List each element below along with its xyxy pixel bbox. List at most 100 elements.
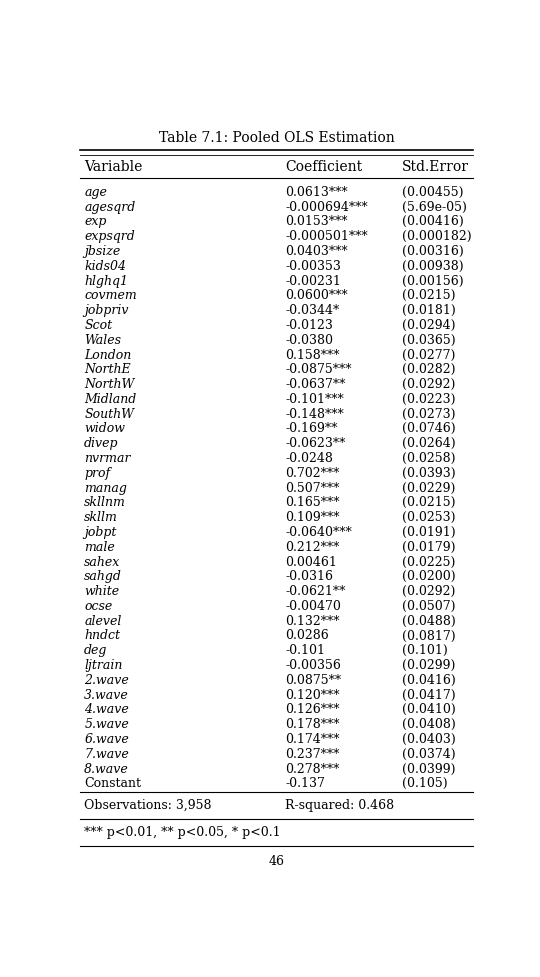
Text: -0.0316: -0.0316 — [285, 571, 333, 583]
Text: (5.69e-05): (5.69e-05) — [402, 200, 467, 214]
Text: (0.00156): (0.00156) — [402, 275, 464, 287]
Text: (0.0200): (0.0200) — [402, 571, 456, 583]
Text: (0.0507): (0.0507) — [402, 600, 456, 613]
Text: 2.wave: 2.wave — [84, 674, 129, 687]
Text: -0.101: -0.101 — [285, 644, 325, 658]
Text: agesqrd: agesqrd — [84, 200, 136, 214]
Text: London: London — [84, 349, 132, 361]
Text: (0.0253): (0.0253) — [402, 511, 456, 525]
Text: skllm: skllm — [84, 511, 118, 525]
Text: -0.0248: -0.0248 — [285, 452, 333, 465]
Text: -0.0875***: -0.0875*** — [285, 363, 352, 376]
Text: jobpriv: jobpriv — [84, 304, 129, 318]
Text: NorthE: NorthE — [84, 363, 131, 376]
Text: covmem: covmem — [84, 289, 137, 302]
Text: (0.0292): (0.0292) — [402, 585, 456, 598]
Text: ocse: ocse — [84, 600, 112, 613]
Text: 0.278***: 0.278*** — [285, 763, 340, 776]
Text: 0.178***: 0.178*** — [285, 718, 340, 731]
Text: 0.109***: 0.109*** — [285, 511, 340, 525]
Text: hndct: hndct — [84, 629, 120, 643]
Text: SouthW: SouthW — [84, 407, 134, 421]
Text: 0.0153***: 0.0153*** — [285, 215, 348, 229]
Text: -0.137: -0.137 — [285, 778, 325, 790]
Text: Observations: 3,958: Observations: 3,958 — [84, 799, 212, 812]
Text: -0.0123: -0.0123 — [285, 319, 333, 332]
Text: 0.120***: 0.120*** — [285, 689, 340, 701]
Text: 0.00461: 0.00461 — [285, 556, 337, 569]
Text: (0.0292): (0.0292) — [402, 378, 456, 391]
Text: (0.0408): (0.0408) — [402, 718, 456, 731]
Text: exp: exp — [84, 215, 106, 229]
Text: (0.0410): (0.0410) — [402, 703, 456, 716]
Text: 0.158***: 0.158*** — [285, 349, 340, 361]
Text: (0.000182): (0.000182) — [402, 231, 472, 243]
Text: nvrmar: nvrmar — [84, 452, 131, 465]
Text: R-squared: 0.468: R-squared: 0.468 — [285, 799, 394, 812]
Text: -0.00231: -0.00231 — [285, 275, 341, 287]
Text: (0.00455): (0.00455) — [402, 186, 464, 199]
Text: (0.00316): (0.00316) — [402, 245, 464, 258]
Text: Wales: Wales — [84, 334, 122, 347]
Text: 0.174***: 0.174*** — [285, 733, 340, 746]
Text: 0.126***: 0.126*** — [285, 703, 340, 716]
Text: 8.wave: 8.wave — [84, 763, 129, 776]
Text: (0.0374): (0.0374) — [402, 747, 456, 761]
Text: 5.wave: 5.wave — [84, 718, 129, 731]
Text: 0.0403***: 0.0403*** — [285, 245, 348, 258]
Text: (0.0416): (0.0416) — [402, 674, 456, 687]
Text: 0.0286: 0.0286 — [285, 629, 329, 643]
Text: -0.00470: -0.00470 — [285, 600, 341, 613]
Text: (0.0488): (0.0488) — [402, 615, 456, 627]
Text: (0.0282): (0.0282) — [402, 363, 456, 376]
Text: -0.0623**: -0.0623** — [285, 438, 346, 450]
Text: kids04: kids04 — [84, 260, 126, 273]
Text: (0.101): (0.101) — [402, 644, 448, 658]
Text: (0.00938): (0.00938) — [402, 260, 464, 273]
Text: Std.Error: Std.Error — [402, 160, 469, 174]
Text: (0.0417): (0.0417) — [402, 689, 456, 701]
Text: hlghq1: hlghq1 — [84, 275, 128, 287]
Text: (0.0299): (0.0299) — [402, 659, 456, 672]
Text: -0.101***: -0.101*** — [285, 393, 344, 405]
Text: 0.237***: 0.237*** — [285, 747, 340, 761]
Text: (0.0817): (0.0817) — [402, 629, 456, 643]
Text: -0.169**: -0.169** — [285, 422, 338, 436]
Text: expsqrd: expsqrd — [84, 231, 135, 243]
Text: 0.0600***: 0.0600*** — [285, 289, 348, 302]
Text: Table 7.1: Pooled OLS Estimation: Table 7.1: Pooled OLS Estimation — [159, 131, 395, 146]
Text: -0.148***: -0.148*** — [285, 407, 344, 421]
Text: (0.0215): (0.0215) — [402, 289, 456, 302]
Text: 3.wave: 3.wave — [84, 689, 129, 701]
Text: 46: 46 — [269, 855, 285, 869]
Text: -0.00356: -0.00356 — [285, 659, 341, 672]
Text: (0.0191): (0.0191) — [402, 526, 456, 539]
Text: 0.165***: 0.165*** — [285, 496, 340, 509]
Text: deg: deg — [84, 644, 107, 658]
Text: alevel: alevel — [84, 615, 122, 627]
Text: (0.00416): (0.00416) — [402, 215, 464, 229]
Text: -0.000501***: -0.000501*** — [285, 231, 368, 243]
Text: (0.0294): (0.0294) — [402, 319, 456, 332]
Text: (0.0215): (0.0215) — [402, 496, 456, 509]
Text: -0.0637**: -0.0637** — [285, 378, 346, 391]
Text: -0.0380: -0.0380 — [285, 334, 333, 347]
Text: Constant: Constant — [84, 778, 141, 790]
Text: jobpt: jobpt — [84, 526, 117, 539]
Text: 0.0613***: 0.0613*** — [285, 186, 348, 199]
Text: (0.0746): (0.0746) — [402, 422, 456, 436]
Text: (0.105): (0.105) — [402, 778, 448, 790]
Text: (0.0365): (0.0365) — [402, 334, 456, 347]
Text: jbsize: jbsize — [84, 245, 120, 258]
Text: (0.0225): (0.0225) — [402, 556, 456, 569]
Text: -0.000694***: -0.000694*** — [285, 200, 368, 214]
Text: -0.0621**: -0.0621** — [285, 585, 346, 598]
Text: sahgd: sahgd — [84, 571, 122, 583]
Text: *** p<0.01, ** p<0.05, * p<0.1: *** p<0.01, ** p<0.05, * p<0.1 — [84, 827, 281, 839]
Text: white: white — [84, 585, 119, 598]
Text: NorthW: NorthW — [84, 378, 134, 391]
Text: divep: divep — [84, 438, 119, 450]
Text: 0.702***: 0.702*** — [285, 467, 340, 480]
Text: (0.0179): (0.0179) — [402, 540, 456, 554]
Text: (0.0393): (0.0393) — [402, 467, 456, 480]
